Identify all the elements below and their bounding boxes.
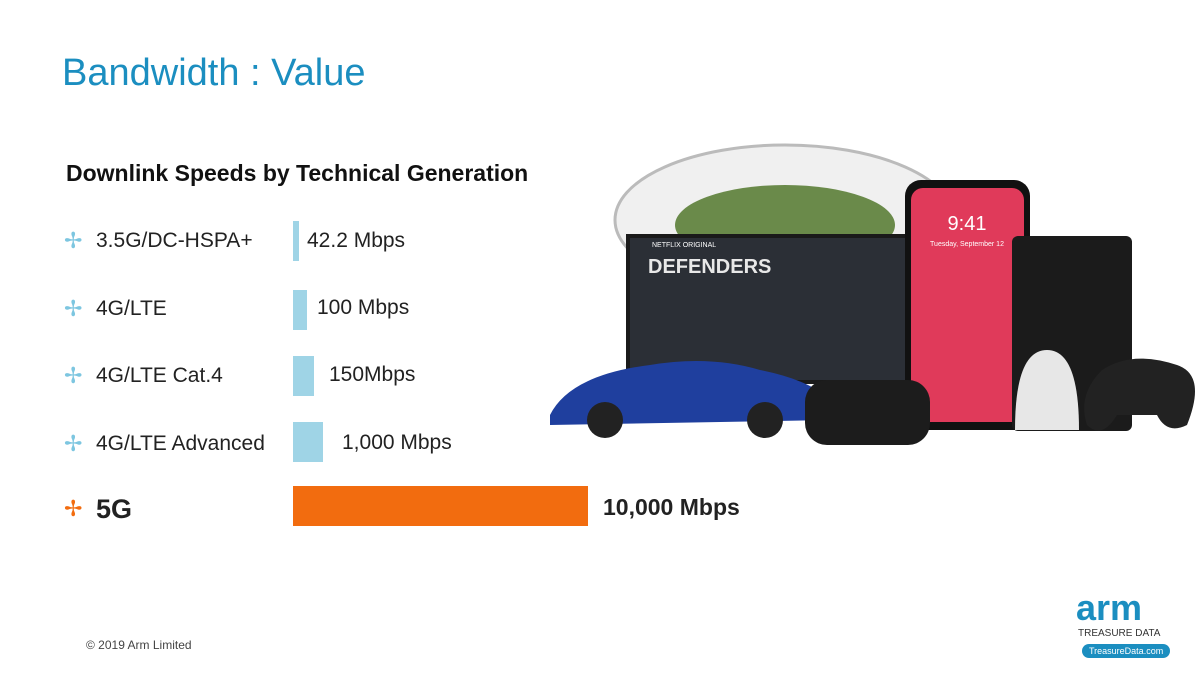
phone-date: Tuesday, September 12	[930, 241, 1004, 248]
bullet: ✢	[64, 496, 83, 521]
row-label: 3.5G/DC-HSPA+	[96, 229, 253, 252]
smart-speaker	[1015, 350, 1079, 430]
speed-bar	[293, 221, 299, 261]
row-speed: 10,000 Mbps	[603, 494, 740, 520]
row-label: 4G/LTE Cat.4	[96, 364, 223, 387]
bullet: ✢	[64, 228, 83, 253]
tv-show: DEFENDERS	[648, 256, 771, 278]
footer: © 2019 Arm Limited	[86, 638, 192, 652]
logo-line: TREASURE DATA	[1078, 628, 1161, 639]
car-wheel	[587, 402, 623, 438]
vr-headset	[805, 380, 930, 445]
subtitle: Downlink Speeds by Technical Generation	[66, 160, 529, 186]
row-label: 5G	[96, 494, 133, 524]
row-label: 4G/LTE	[96, 297, 167, 320]
speed-bar	[293, 290, 307, 330]
car-wheel	[747, 402, 783, 438]
row-speed: 1,000 Mbps	[342, 431, 452, 454]
bullet: ✢	[64, 363, 83, 388]
row-label: 4G/LTE Advanced	[96, 432, 265, 455]
controller	[1084, 358, 1195, 431]
bullet: ✢	[64, 296, 83, 321]
phone-screen	[911, 188, 1024, 422]
logo-url[interactable]: TreasureData.com	[1082, 644, 1171, 658]
row-speed: 150Mbps	[329, 363, 416, 386]
speed-bar	[293, 486, 588, 526]
speed-bar	[293, 422, 323, 462]
tv-screen	[630, 238, 910, 380]
row-speed: 42.2 Mbps	[307, 229, 406, 252]
tv-tag: NETFLIX ORIGINAL	[652, 242, 716, 249]
logo-brand: arm	[1076, 587, 1143, 628]
phone-time: 9:41	[948, 213, 987, 235]
devices-photo: NETFLIX ORIGINAL DEFENDERS 9:41 Tuesday,…	[550, 143, 1195, 445]
bullet: ✢	[64, 431, 83, 456]
title: Bandwidth : Value	[62, 52, 366, 94]
speed-bar	[293, 356, 314, 396]
row-speed: 100 Mbps	[317, 296, 410, 319]
